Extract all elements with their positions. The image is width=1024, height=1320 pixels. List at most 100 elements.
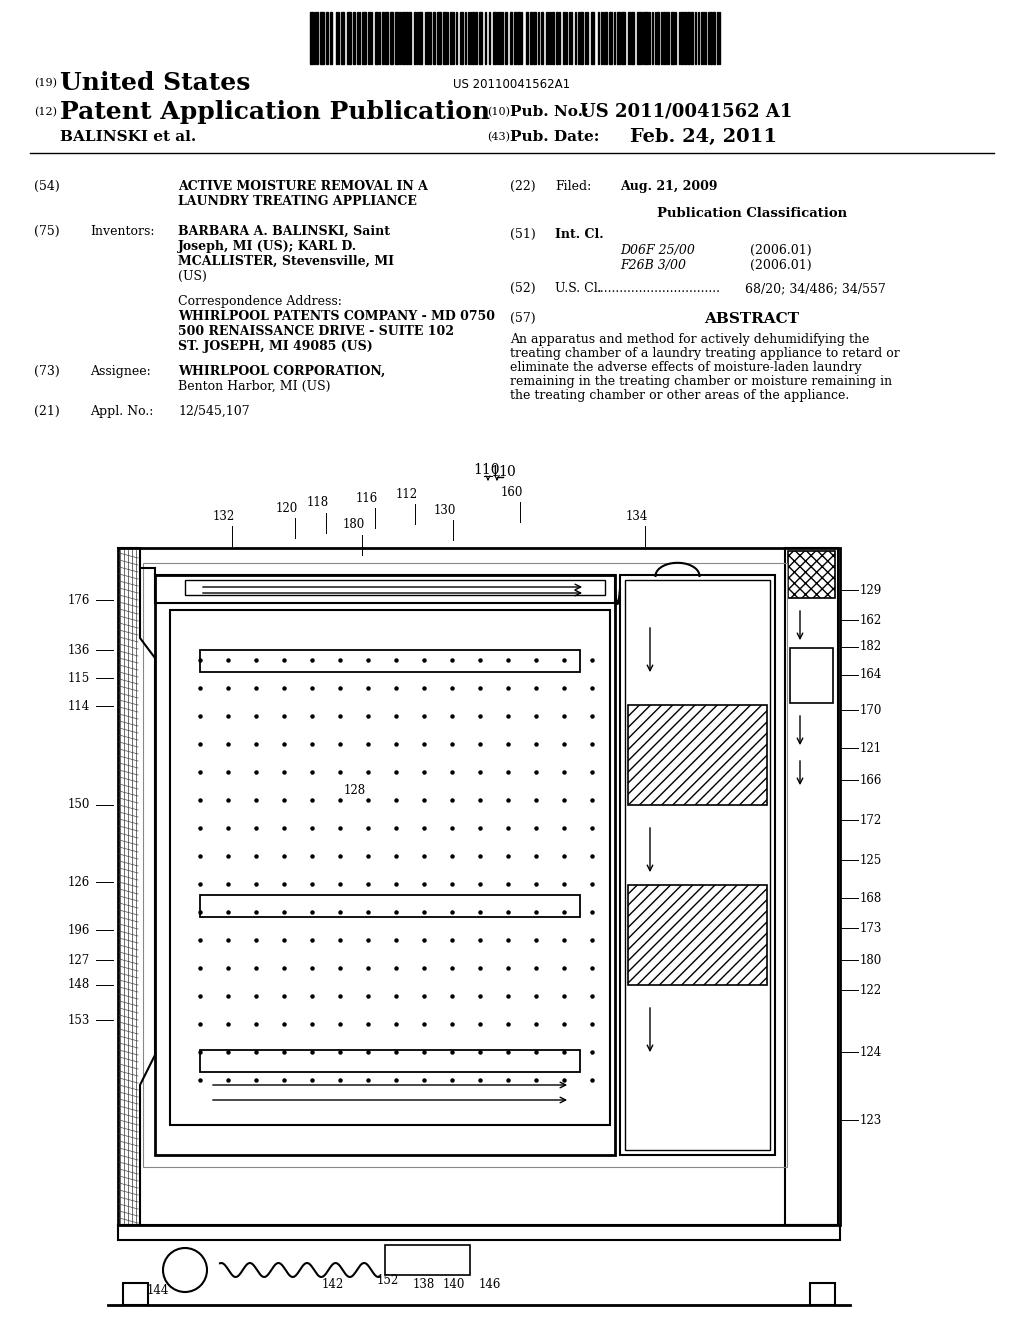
Text: 129: 129: [860, 583, 883, 597]
Bar: [341, 12, 344, 63]
Bar: [617, 12, 620, 63]
Bar: [534, 12, 536, 63]
Bar: [663, 12, 665, 63]
Bar: [460, 12, 463, 63]
Bar: [644, 12, 648, 63]
Bar: [788, 550, 835, 598]
Text: 150: 150: [68, 799, 90, 812]
Bar: [347, 12, 351, 63]
Text: 110: 110: [474, 463, 501, 477]
Text: D06F 25/00: D06F 25/00: [620, 244, 695, 257]
Bar: [657, 12, 659, 63]
Bar: [713, 12, 715, 63]
Bar: [628, 884, 767, 985]
Text: (19): (19): [34, 78, 57, 88]
Text: U.S. Cl.: U.S. Cl.: [555, 282, 602, 294]
Bar: [628, 705, 767, 805]
Bar: [450, 12, 452, 63]
Text: treating chamber of a laundry treating appliance to retard or: treating chamber of a laundry treating a…: [510, 347, 900, 360]
Text: 0: 0: [506, 465, 515, 479]
Text: Pub. Date:: Pub. Date:: [510, 129, 599, 144]
Bar: [621, 12, 625, 63]
Text: 170: 170: [860, 704, 883, 717]
Bar: [200, 1049, 580, 1072]
Text: Int. Cl.: Int. Cl.: [555, 228, 603, 242]
Text: 180: 180: [343, 519, 366, 532]
Text: 116: 116: [356, 491, 378, 504]
Text: 176: 176: [68, 594, 90, 606]
Text: 166: 166: [860, 774, 883, 787]
Bar: [530, 12, 532, 63]
Bar: [170, 610, 610, 1125]
Bar: [625, 579, 770, 1150]
Text: US 2011/0041562 A1: US 2011/0041562 A1: [580, 103, 793, 121]
Text: 138: 138: [413, 1279, 435, 1291]
Text: Appl. No.:: Appl. No.:: [90, 405, 154, 418]
Text: 153: 153: [68, 1014, 90, 1027]
Text: 128: 128: [344, 784, 366, 796]
Bar: [609, 12, 612, 63]
Text: (2006.01): (2006.01): [750, 259, 812, 272]
Bar: [437, 12, 441, 63]
Text: the treating chamber or other areas of the appliance.: the treating chamber or other areas of t…: [510, 389, 849, 403]
Text: 125: 125: [860, 854, 883, 866]
Text: 123: 123: [860, 1114, 883, 1126]
Text: 148: 148: [68, 978, 90, 991]
Bar: [433, 12, 435, 63]
Text: 500 RENAISSANCE DRIVE - SUITE 102: 500 RENAISSANCE DRIVE - SUITE 102: [178, 325, 454, 338]
Text: 172: 172: [860, 813, 883, 826]
Text: (10): (10): [487, 107, 510, 117]
Bar: [681, 12, 683, 63]
Bar: [185, 579, 605, 595]
Bar: [443, 12, 446, 63]
Bar: [406, 12, 408, 63]
Bar: [395, 12, 398, 63]
Bar: [580, 12, 583, 63]
Bar: [631, 12, 634, 63]
Bar: [556, 12, 558, 63]
Text: 1: 1: [498, 465, 507, 479]
Text: Correspondence Address:: Correspondence Address:: [178, 294, 342, 308]
Text: F26B 3/00: F26B 3/00: [620, 259, 686, 272]
Text: 182: 182: [860, 640, 882, 653]
Text: (12): (12): [34, 107, 57, 117]
Text: (51): (51): [510, 228, 536, 242]
Text: 160: 160: [501, 486, 523, 499]
Text: LAUNDRY TREATING APPLIANCE: LAUNDRY TREATING APPLIANCE: [178, 195, 417, 209]
Text: ACTIVE MOISTURE REMOVAL IN A: ACTIVE MOISTURE REMOVAL IN A: [178, 180, 428, 193]
Bar: [155, 576, 615, 1155]
Text: 112: 112: [396, 487, 418, 500]
Text: remaining in the treating chamber or moisture remaining in: remaining in the treating chamber or moi…: [510, 375, 892, 388]
Bar: [628, 12, 630, 63]
Bar: [375, 12, 378, 63]
Text: ABSTRACT: ABSTRACT: [705, 312, 800, 326]
Text: 136: 136: [68, 644, 90, 656]
Text: (22): (22): [510, 180, 536, 193]
Bar: [319, 12, 324, 63]
Text: MCALLISTER, Stevensville, MI: MCALLISTER, Stevensville, MI: [178, 255, 394, 268]
Text: Assignee:: Assignee:: [90, 366, 151, 378]
Bar: [637, 12, 641, 63]
Bar: [143, 564, 787, 1167]
Text: 115: 115: [68, 672, 90, 685]
Text: 173: 173: [860, 921, 883, 935]
Text: (75): (75): [34, 224, 59, 238]
Bar: [403, 12, 406, 63]
Text: Joseph, MI (US); KARL D.: Joseph, MI (US); KARL D.: [178, 240, 357, 253]
Bar: [414, 12, 416, 63]
Text: 144: 144: [146, 1283, 169, 1296]
Text: BALINSKI et al.: BALINSKI et al.: [60, 129, 197, 144]
Text: Patent Application Publication: Patent Application Publication: [60, 100, 490, 124]
Bar: [200, 895, 580, 917]
Text: Publication Classification: Publication Classification: [657, 207, 847, 220]
Text: 168: 168: [860, 891, 883, 904]
Bar: [118, 548, 840, 1225]
Text: (73): (73): [34, 366, 59, 378]
Bar: [330, 12, 332, 63]
Bar: [385, 12, 388, 63]
Text: 162: 162: [860, 614, 883, 627]
Text: Feb. 24, 2011: Feb. 24, 2011: [630, 128, 777, 147]
Bar: [353, 12, 355, 63]
Bar: [409, 12, 411, 63]
Text: 122: 122: [860, 983, 882, 997]
